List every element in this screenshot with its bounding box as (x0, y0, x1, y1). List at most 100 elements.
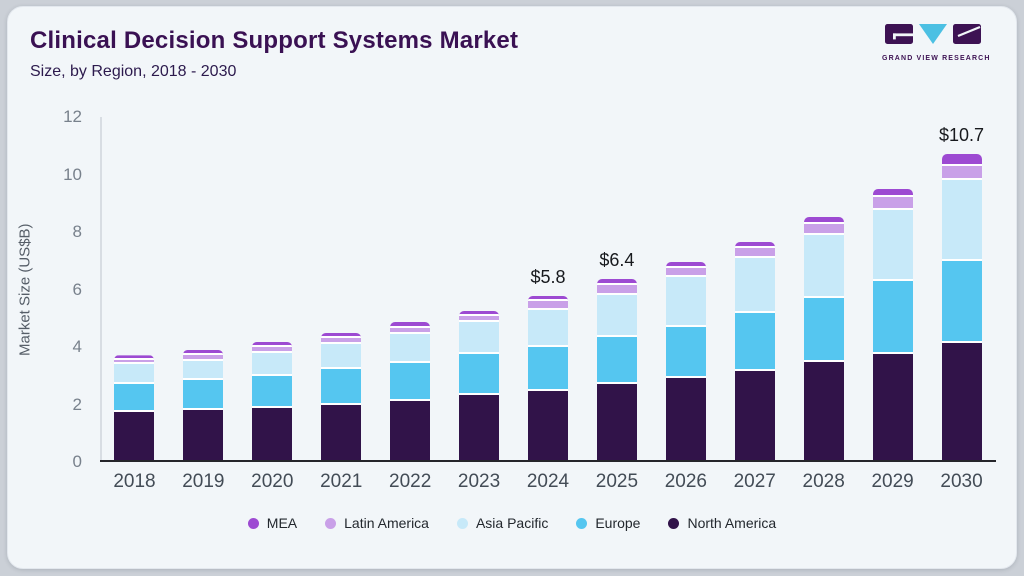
x-axis-line (100, 460, 996, 462)
x-axis-label-2019: 2019 (182, 471, 225, 492)
segment-latin-america-2018 (114, 360, 155, 365)
segment-mea-2029 (872, 188, 913, 198)
stacked-bar-2028 (803, 216, 844, 462)
legend-dot-icon (325, 517, 337, 529)
x-axis-label-2022: 2022 (389, 471, 432, 492)
segment-latin-america-2030 (941, 165, 982, 181)
segment-europe-2018 (114, 384, 155, 412)
bar-slot-2024: $5.8 (514, 117, 583, 462)
x-axis-label-2028: 2028 (802, 471, 845, 492)
chart-card: Clinical Decision Support Systems Market… (7, 6, 1017, 569)
segment-mea-2018 (114, 355, 155, 361)
stacked-bar-2019 (183, 349, 224, 462)
segment-mea-2023 (459, 310, 500, 316)
y-axis-title: Market Size (US$B) (16, 223, 34, 356)
x-axis-label-2023: 2023 (457, 471, 501, 492)
gvr-logo-text: GRAND VIEW RESEARCH (882, 55, 991, 62)
segment-latin-america-2025 (596, 285, 637, 296)
chart-legend: MEA Latin America Asia Pacific Europe North … (8, 515, 1016, 531)
bar-slot-2023 (445, 117, 514, 462)
segment-latin-america-2019 (183, 354, 224, 361)
legend-label: MEA (266, 515, 298, 531)
x-axis-label-2030: 2030 (940, 471, 983, 492)
segment-north-america-2030 (941, 342, 982, 462)
segment-asia-pacific-2028 (803, 234, 844, 298)
segment-mea-2019 (183, 349, 224, 355)
legend-item-europe: Europe (576, 515, 640, 531)
bar-slot-2018 (100, 117, 169, 462)
legend-label: Latin America (344, 515, 429, 531)
x-axis-label-2027: 2027 (733, 471, 776, 492)
segment-mea-2020 (252, 341, 293, 347)
segment-mea-2022 (390, 322, 431, 328)
segment-north-america-2018 (114, 411, 155, 462)
stacked-bar-2022 (390, 322, 431, 462)
segment-north-america-2025 (596, 384, 637, 462)
segment-north-america-2019 (183, 410, 224, 462)
segment-north-america-2028 (803, 362, 844, 462)
segment-latin-america-2021 (321, 337, 362, 345)
segment-latin-america-2029 (872, 197, 913, 210)
legend-item-north-america: North America (668, 515, 776, 531)
segment-asia-pacific-2029 (872, 209, 913, 281)
segment-europe-2025 (596, 336, 637, 385)
segment-latin-america-2024 (527, 300, 568, 310)
bar-slot-2019 (169, 117, 238, 462)
bar-value-label-2024: $5.8 (530, 266, 566, 287)
stacked-bar-2020 (252, 341, 293, 462)
segment-latin-america-2026 (665, 268, 706, 278)
segment-latin-america-2027 (734, 248, 775, 258)
x-axis-label-2026: 2026 (664, 471, 707, 492)
segment-asia-pacific-2022 (390, 334, 431, 364)
x-axis-label-2025: 2025 (595, 471, 639, 492)
stacked-bar-2026 (665, 262, 706, 462)
segment-mea-2021 (321, 332, 362, 338)
x-axis-label-2029: 2029 (871, 471, 914, 492)
segment-north-america-2020 (252, 407, 293, 462)
legend-item-latin-america: Latin America (325, 515, 429, 531)
legend-label: Europe (595, 515, 641, 531)
bar-slot-2026 (651, 117, 720, 462)
bar-slot-2022 (376, 117, 445, 462)
segment-europe-2024 (527, 346, 568, 391)
x-axis-label-2021: 2021 (320, 471, 363, 492)
segment-latin-america-2028 (803, 223, 844, 235)
x-axis-label-2018: 2018 (113, 471, 156, 492)
gvr-logo-icon (885, 24, 981, 44)
y-axis-tick-labels: 0 2 4 6 8 10 12 (38, 107, 82, 471)
plot-area: $5.8 $6.4 $10.7 (100, 117, 996, 462)
segment-europe-2019 (183, 380, 224, 411)
segment-europe-2020 (252, 376, 293, 408)
bar-slot-2027 (720, 117, 789, 462)
stacked-bar-2030 (941, 154, 982, 462)
x-axis-labels: 2018 2019 2020 2021 2022 2023 2024 2025 2026 2027… (100, 471, 996, 493)
segment-asia-pacific-2019 (183, 360, 224, 381)
segment-europe-2027 (734, 312, 775, 372)
segment-latin-america-2022 (390, 327, 431, 335)
x-axis-label-2024: 2024 (526, 471, 570, 492)
segment-mea-2028 (803, 216, 844, 224)
segment-mea-2030 (941, 154, 982, 166)
bar-value-label-2030: $10.7 (938, 125, 985, 146)
segment-latin-america-2023 (459, 315, 500, 322)
segment-europe-2028 (803, 297, 844, 363)
segment-mea-2027 (734, 241, 775, 249)
segment-mea-2026 (665, 262, 706, 269)
bar-slot-2029 (858, 117, 927, 462)
legend-dot-icon (247, 517, 259, 529)
segment-asia-pacific-2020 (252, 352, 293, 377)
legend-label: Asia Pacific (475, 515, 549, 531)
y-axis-line (100, 117, 102, 462)
stacked-bar-2029 (872, 188, 913, 462)
segment-asia-pacific-2023 (459, 321, 500, 355)
segment-north-america-2023 (459, 395, 500, 462)
y-tick-label: 10 (63, 164, 82, 184)
bar-slot-2021 (307, 117, 376, 462)
y-tick-label: 12 (63, 107, 82, 126)
segment-north-america-2026 (665, 378, 706, 462)
stacked-bar-2027 (734, 241, 775, 462)
segment-europe-2030 (941, 261, 982, 343)
stacked-bar-2025 (596, 279, 637, 462)
stacked-bar-2024 (527, 295, 568, 462)
bar-slot-2030: $10.7 (927, 117, 996, 462)
